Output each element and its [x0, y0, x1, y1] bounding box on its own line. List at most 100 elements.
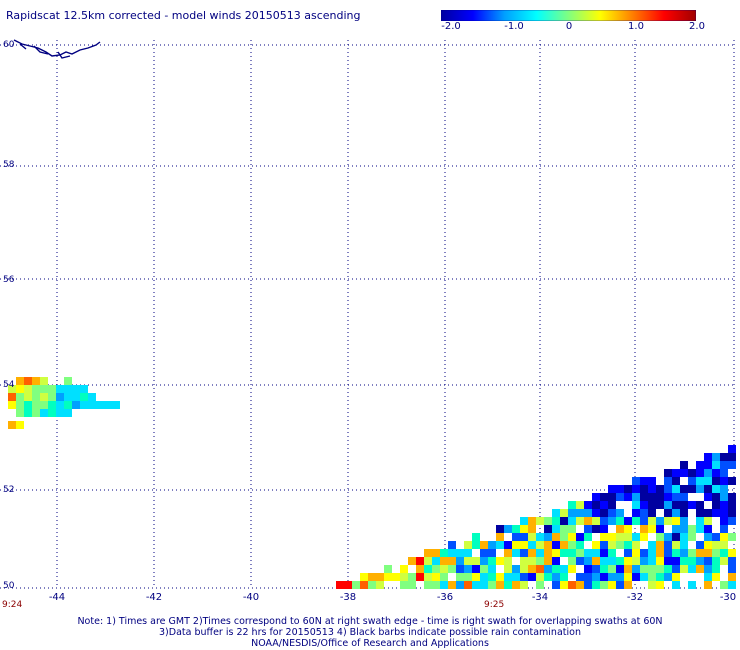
footnotes: Note: 1) Times are GMT 2)Times correspon…	[0, 616, 740, 649]
wind-diff-cell	[592, 517, 600, 525]
wind-diff-cell	[632, 493, 640, 501]
wind-diff-cell	[376, 573, 384, 581]
wind-diff-cell	[680, 541, 688, 549]
wind-diff-cell	[672, 557, 680, 565]
wind-diff-cell	[672, 509, 680, 517]
wind-diff-cell	[592, 565, 600, 573]
wind-diff-cell	[504, 557, 512, 565]
footnote-line: 3)Data buffer is 22 hrs for 20150513 4) …	[159, 627, 581, 638]
wind-diff-cell	[608, 573, 616, 581]
wind-diff-cell	[688, 565, 696, 573]
wind-diff-cell	[672, 469, 680, 477]
wind-diff-cell	[616, 509, 624, 517]
wind-diff-cell	[712, 501, 720, 509]
wind-diff-cell	[32, 377, 40, 385]
wind-diff-cell	[488, 565, 496, 573]
wind-diff-cell	[720, 549, 728, 557]
wind-diff-cell	[584, 573, 592, 581]
wind-diff-cell	[680, 469, 688, 477]
wind-diff-cell	[8, 393, 16, 401]
wind-diff-cell	[512, 541, 520, 549]
wind-diff-cell	[624, 557, 632, 565]
wind-diff-cell	[440, 565, 448, 573]
wind-diff-cell	[672, 581, 680, 589]
wind-diff-cell	[704, 565, 712, 573]
wind-diff-cell	[480, 549, 488, 557]
wind-diff-cell	[432, 565, 440, 573]
wind-diff-cell	[520, 517, 528, 525]
wind-diff-cell	[472, 541, 480, 549]
wind-diff-cell	[552, 549, 560, 557]
wind-diff-cell	[672, 493, 680, 501]
wind-diff-cell	[648, 485, 656, 493]
wind-diff-cell	[688, 469, 696, 477]
wind-diff-cell	[40, 401, 48, 409]
wind-diff-cell	[520, 557, 528, 565]
wind-diff-cell	[696, 485, 704, 493]
wind-diff-cell	[584, 549, 592, 557]
wind-diff-cell	[648, 541, 656, 549]
wind-diff-cell	[528, 517, 536, 525]
wind-diff-cell	[712, 469, 720, 477]
lat-label: 50	[3, 581, 15, 591]
colorbar-tick: 2.0	[689, 21, 705, 32]
wind-diff-cell	[640, 533, 648, 541]
wind-diff-cell	[656, 549, 664, 557]
wind-diff-cell	[568, 541, 576, 549]
wind-diff-cell	[544, 525, 552, 533]
wind-diff-cell	[712, 573, 720, 581]
wind-diff-cell	[616, 541, 624, 549]
wind-diff-cell	[552, 533, 560, 541]
wind-diff-cell	[600, 533, 608, 541]
wind-diff-cell	[512, 565, 520, 573]
wind-diff-cell	[448, 565, 456, 573]
colorbar	[441, 10, 696, 21]
wind-diff-cell	[568, 517, 576, 525]
wind-diff-cell	[552, 581, 560, 589]
wind-diff-cell	[592, 501, 600, 509]
wind-diff-cell	[72, 401, 80, 409]
wind-diff-cell	[528, 525, 536, 533]
wind-diff-cell	[656, 581, 664, 589]
wind-diff-cell	[552, 509, 560, 517]
wind-diff-cell	[576, 541, 584, 549]
wind-diff-cell	[592, 549, 600, 557]
wind-diff-cell	[568, 549, 576, 557]
wind-diff-cell	[400, 573, 408, 581]
wind-diff-cell	[472, 581, 480, 589]
wind-diff-cell	[632, 517, 640, 525]
wind-diff-cell	[504, 573, 512, 581]
wind-diff-cell	[80, 401, 88, 409]
wind-diff-cell	[624, 517, 632, 525]
wind-diff-cell	[584, 533, 592, 541]
wind-diff-cell	[664, 509, 672, 517]
colorbar-tick: -2.0	[441, 21, 461, 32]
wind-diff-cell	[576, 501, 584, 509]
wind-diff-cell	[560, 525, 568, 533]
wind-diff-cell	[720, 501, 728, 509]
wind-diff-cell	[16, 377, 24, 385]
wind-diff-cell	[640, 549, 648, 557]
wind-diff-cell	[512, 533, 520, 541]
wind-diff-cell	[672, 541, 680, 549]
lat-label: 60	[3, 40, 15, 50]
wind-diff-cell	[584, 501, 592, 509]
wind-diff-cell	[608, 493, 616, 501]
lon-label: -38	[339, 592, 357, 603]
wind-diff-cell	[600, 493, 608, 501]
wind-diff-cell	[712, 453, 720, 461]
wind-diff-cell	[560, 573, 568, 581]
wind-diff-cell	[456, 565, 464, 573]
wind-diff-cell	[16, 385, 24, 393]
wind-diff-cell	[696, 525, 704, 533]
wind-diff-cell	[656, 517, 664, 525]
wind-diff-cell	[72, 385, 80, 393]
wind-diff-cell	[520, 565, 528, 573]
wind-diff-cell	[664, 517, 672, 525]
wind-diff-cell	[456, 557, 464, 565]
wind-diff-cell	[552, 525, 560, 533]
wind-diff-cell	[80, 385, 88, 393]
wind-diff-cell	[504, 541, 512, 549]
wind-diff-cell	[704, 557, 712, 565]
wind-diff-cell	[448, 581, 456, 589]
